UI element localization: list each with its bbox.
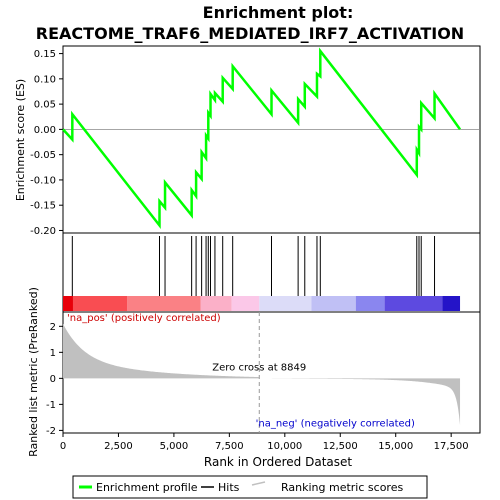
legend-metric-label: Ranking metric scores (281, 481, 403, 494)
x-tick-label: 5,000 (160, 441, 189, 452)
x-tick-label: 2,500 (104, 441, 133, 452)
metric-panel-frame (62, 311, 481, 434)
legend: Enrichment profile Hits Ranking metric s… (72, 475, 428, 499)
x-tick-label: 15,000 (378, 441, 413, 452)
es-ytick-label: 0.05 (34, 100, 56, 111)
es-panel: 0.15 0.10 0.05 0.00 -0.05 -0.10 -0.15 -0.20 (30, 45, 481, 237)
x-tick-label: 10,000 (267, 441, 302, 452)
metric-ytick-label: 2 (50, 322, 56, 333)
legend-enrichment-label: Enrichment profile (96, 481, 198, 494)
colorbar-segment (355, 296, 385, 311)
colorbar-segment (72, 296, 128, 311)
metric-ylabel: Ranked list metric (PreRanked) (27, 287, 40, 457)
x-tick-label: 0 (60, 441, 66, 452)
x-tick-label: 17,500 (434, 441, 469, 452)
chart-title-line2: REACTOME_TRAF6_MEDIATED_IRF7_ACTIVATION (36, 24, 464, 43)
colorbar-segment (127, 296, 201, 311)
x-axis: 0 2,500 5,000 7,500 10,000 12,500 15,000 17,500 (60, 433, 469, 452)
negative-correlated-label: 'na_neg' (negatively correlated) (256, 418, 415, 429)
es-ytick-label: -0.20 (30, 226, 56, 237)
es-ytick-label: 0.15 (34, 49, 56, 60)
ranking-metric-area (63, 323, 461, 426)
colorbar-segment (442, 296, 461, 311)
colorbar-segment (63, 296, 73, 311)
es-ytick-label: 0.10 (34, 74, 56, 85)
zero-cross-label: Zero cross at 8849 (212, 362, 306, 373)
x-axis-label: Rank in Ordered Dataset (204, 455, 352, 469)
legend-metric-swatch (251, 481, 266, 486)
metric-ytick-label: 1 (50, 348, 56, 359)
legend-frame (72, 475, 428, 499)
positive-correlated-label: 'na_pos' (positively correlated) (67, 313, 221, 324)
metric-ytick-label: -2 (46, 426, 56, 437)
metric-ytick-label: 0 (50, 374, 56, 385)
colorbar-segment (259, 296, 312, 311)
es-panel-frame (62, 45, 481, 234)
x-tick-label: 7,500 (215, 441, 244, 452)
es-ytick-label: -0.10 (30, 175, 56, 186)
enrichment-profile-line (62, 47, 462, 230)
es-ytick-label: 0.00 (34, 125, 56, 136)
colorbar-segment (311, 296, 356, 311)
colorbar-segment (384, 296, 443, 311)
chart-title-line1: Enrichment plot: (203, 3, 354, 22)
colorbar-segment (231, 296, 260, 311)
colorbar-segment (200, 296, 232, 311)
es-ytick-label: -0.05 (30, 150, 56, 161)
x-tick-label: 12,500 (323, 441, 358, 452)
metric-ytick-label: -1 (46, 400, 56, 411)
es-ytick-label: -0.15 (30, 201, 56, 212)
hits-panel (62, 232, 481, 313)
es-ylabel: Enrichment score (ES) (14, 79, 27, 201)
metric-panel: 2 1 0 -1 -2 'na_pos' (positively correlated)… (46, 311, 481, 437)
legend-hits-label: Hits (218, 481, 240, 494)
